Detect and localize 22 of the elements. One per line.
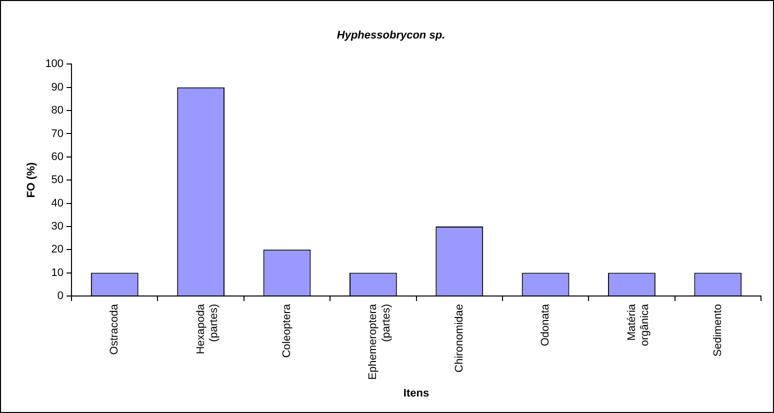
y-tick-label: 90 (51, 81, 64, 94)
x-tick-label: Sedimento (712, 304, 724, 357)
x-tick-label: Coleoptera (281, 303, 294, 358)
x-tick-label: Chironomidae (453, 304, 466, 372)
y-tick-label: 100 (45, 58, 64, 70)
x-tick-label: Odonata (540, 303, 552, 346)
chart-title: Hyphessobrycon sp. (336, 30, 446, 42)
y-tick-label: 0 (57, 290, 64, 302)
y-tick-label: 50 (51, 174, 64, 186)
x-tick-label: Hexapoda (partes) (194, 303, 220, 354)
x-tick-label: Ephemeroptera (partes) (367, 303, 392, 380)
x-axis-title: Itens (403, 387, 430, 400)
y-tick-label: 10 (51, 266, 64, 279)
x-tick-label: Ostracoda (108, 303, 121, 355)
y-tick-label: 60 (51, 150, 64, 163)
y-tick-label: 70 (51, 128, 64, 140)
y-tick-label: 80 (51, 104, 64, 117)
y-tick-label: 20 (51, 244, 64, 256)
x-tick-label: Matéria orgânica (626, 303, 651, 346)
y-tick-label: 40 (51, 197, 64, 210)
y-axis-title: FO (%) (26, 162, 38, 198)
y-tick-label: 30 (51, 220, 64, 232)
